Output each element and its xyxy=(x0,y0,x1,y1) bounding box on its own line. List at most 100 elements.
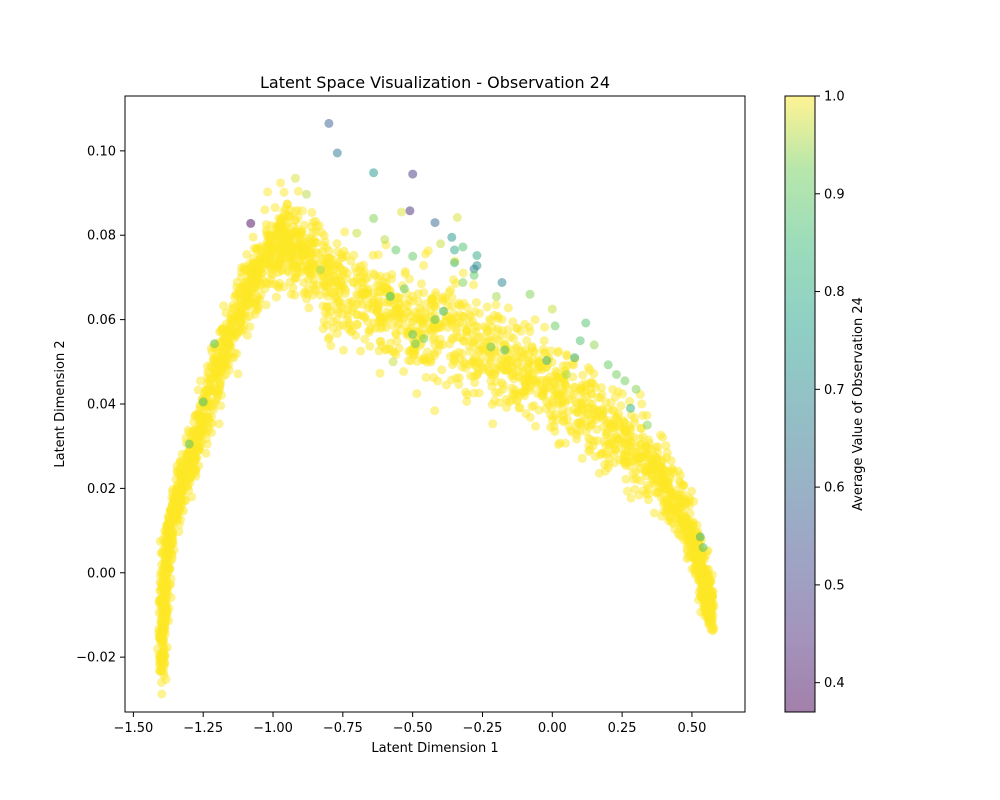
cloud-point xyxy=(474,388,484,398)
cloud-point xyxy=(333,259,343,269)
cloud-point xyxy=(195,376,205,386)
cloud-point xyxy=(456,333,466,342)
cloud-point xyxy=(653,455,663,465)
cloud-point xyxy=(396,325,406,335)
cloud-point xyxy=(195,445,205,455)
cloud-point xyxy=(172,517,182,527)
cloud-point xyxy=(155,578,165,587)
scatter-point xyxy=(419,334,429,344)
cloud-point xyxy=(355,266,365,276)
cloud-point xyxy=(462,303,472,312)
cloud-point xyxy=(621,427,631,437)
scatter-point xyxy=(324,118,334,128)
cloud-point xyxy=(305,233,315,243)
cloud-point xyxy=(356,346,366,356)
cloud-point xyxy=(700,570,710,580)
y-axis-ticks: −0.02 0.00 0.02 0.04 0.06 0.08 0.10 xyxy=(76,144,125,666)
x-tick-label: −1.00 xyxy=(253,721,293,736)
cloud-point xyxy=(164,540,173,550)
cloud-point xyxy=(554,346,564,356)
cloud-point xyxy=(545,372,555,382)
cloud-point xyxy=(530,315,540,325)
cloud-point xyxy=(531,421,540,431)
cloud-point xyxy=(297,206,307,216)
cloud-point xyxy=(242,249,252,259)
cloud-point xyxy=(307,208,317,217)
cloud-point xyxy=(270,203,280,213)
colorbar-ticks: 0.4 0.5 0.6 0.7 0.8 0.9 1.0 xyxy=(815,90,845,691)
scatter-point xyxy=(246,218,256,228)
cloud-point xyxy=(417,279,426,289)
cloud-point xyxy=(283,199,293,209)
cloud-point xyxy=(602,429,612,439)
cloud-point xyxy=(261,300,271,310)
cloud-point xyxy=(413,289,423,299)
cloud-point xyxy=(585,365,595,375)
cloud-point xyxy=(590,452,600,461)
cloud-point xyxy=(167,553,177,563)
cloud-point xyxy=(666,456,676,466)
cloud-point xyxy=(700,554,709,564)
cloud-point xyxy=(527,368,537,378)
x-axis-ticks: −1.50 −1.25 −1.00 −0.75 −0.50 −0.25 0.00 0.25 0.… xyxy=(113,712,706,736)
cloud-point xyxy=(602,418,612,428)
cloud-point xyxy=(365,341,375,351)
cloud-point xyxy=(155,536,165,546)
cloud-point xyxy=(299,220,309,230)
cloud-point xyxy=(263,187,273,197)
cloud-point xyxy=(609,450,619,460)
cloud-point xyxy=(493,314,503,323)
scatter-point xyxy=(500,345,510,355)
cloud-point xyxy=(559,416,569,425)
cloud-point xyxy=(540,322,550,332)
cloud-point xyxy=(156,613,166,623)
cloud-point xyxy=(376,336,386,346)
cloud-point xyxy=(529,346,539,356)
cloud-point xyxy=(419,260,429,270)
cloud-point xyxy=(541,397,551,406)
cloud-point xyxy=(233,369,243,379)
cloud-point xyxy=(167,500,177,510)
cloud-point xyxy=(429,332,439,342)
cloud-point xyxy=(422,315,432,324)
scatter-point xyxy=(198,397,208,407)
cloud-point xyxy=(160,584,170,594)
cloud-point xyxy=(343,314,352,324)
scatter-point xyxy=(452,213,462,222)
scatter-point xyxy=(369,168,379,178)
cloud-point xyxy=(547,403,557,413)
cloud-point xyxy=(276,178,286,188)
cloud-point xyxy=(596,412,606,422)
cloud-point xyxy=(503,303,513,313)
colorbar-tick-label: 0.6 xyxy=(824,481,845,496)
cloud-point xyxy=(679,480,689,490)
cloud-point xyxy=(260,205,270,215)
cloud-point xyxy=(367,297,377,307)
cloud-point xyxy=(557,397,567,407)
cloud-point xyxy=(469,280,479,290)
cloud-point xyxy=(614,435,624,445)
cloud-point xyxy=(672,506,682,516)
scatter-point xyxy=(458,242,468,252)
cloud-point xyxy=(189,458,199,468)
cloud-point xyxy=(315,290,325,300)
cloud-point xyxy=(336,277,346,286)
scatter-point xyxy=(486,342,496,352)
scatter-point xyxy=(575,336,585,346)
cloud-point xyxy=(491,300,501,310)
cloud-point xyxy=(375,368,385,378)
cloud-point xyxy=(158,548,168,558)
cloud-point xyxy=(525,327,535,337)
cloud-point xyxy=(649,508,659,518)
cloud-point xyxy=(600,466,610,476)
cloud-point xyxy=(635,433,645,443)
cloud-point xyxy=(569,360,579,370)
cloud-point xyxy=(602,449,612,459)
y-tick-label: 0.06 xyxy=(87,313,116,328)
x-tick-label: 0.25 xyxy=(608,721,637,736)
cloud-point xyxy=(399,367,409,376)
cloud-point xyxy=(404,356,413,365)
cloud-point xyxy=(238,303,248,312)
cloud-point xyxy=(333,308,343,318)
colorbar-tick-label: 0.8 xyxy=(824,285,845,300)
